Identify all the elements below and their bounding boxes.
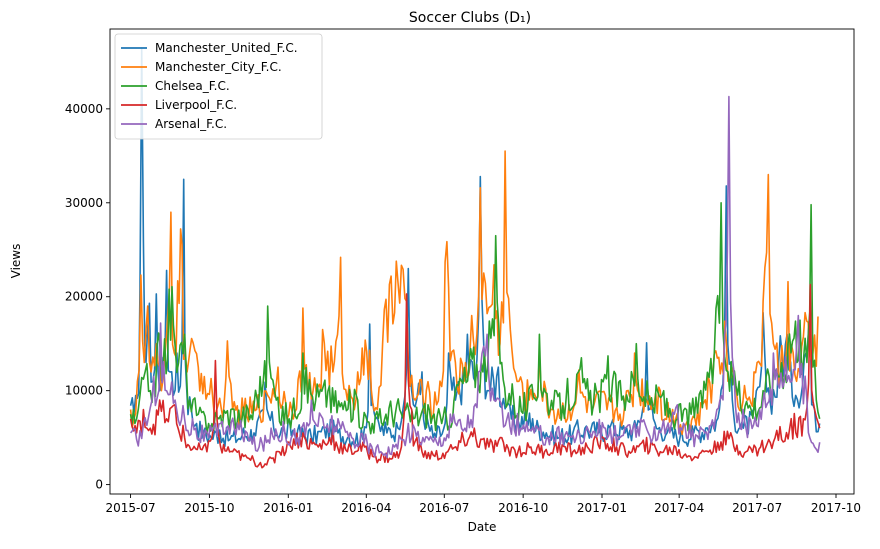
x-tick-label: 2015-07 bbox=[106, 501, 156, 515]
legend-label: Manchester_United_F.C. bbox=[155, 41, 298, 55]
legend-label: Manchester_City_F.C. bbox=[155, 60, 282, 74]
y-axis-label: Views bbox=[9, 244, 23, 279]
legend-label: Chelsea_F.C. bbox=[155, 79, 230, 93]
x-tick-label: 2016-01 bbox=[263, 501, 313, 515]
legend-box bbox=[114, 33, 323, 140]
x-axis: 2015-07 2015-10 2016-01 2016-04 2016-07 2016-… bbox=[106, 494, 861, 515]
y-tick-label: 30000 bbox=[65, 196, 103, 210]
x-tick-label: 2016-07 bbox=[419, 501, 469, 515]
x-tick-label: 2015-10 bbox=[184, 501, 234, 515]
series-line-3 bbox=[129, 283, 821, 469]
series-line-4 bbox=[129, 95, 821, 459]
y-tick-label: 10000 bbox=[65, 384, 103, 398]
series-line-2 bbox=[129, 202, 821, 435]
legend: Manchester_United_F.C. Manchester_City_F.… bbox=[114, 33, 323, 140]
x-tick-label: 2017-04 bbox=[654, 501, 704, 515]
legend-label: Liverpool_F.C. bbox=[155, 98, 237, 112]
legend-label: Arsenal_F.C. bbox=[155, 117, 227, 131]
y-axis: 0 10000 20000 30000 40000 bbox=[65, 102, 110, 492]
x-tick-label: 2016-04 bbox=[341, 501, 391, 515]
x-tick-label: 2017-01 bbox=[577, 501, 627, 515]
plot-frame bbox=[109, 28, 855, 495]
y-tick-label: 40000 bbox=[65, 102, 103, 116]
chart-title: Soccer Clubs (D₁) bbox=[409, 10, 531, 26]
y-tick-label: 0 bbox=[95, 478, 103, 492]
series-line-1 bbox=[129, 150, 819, 436]
series-layer bbox=[129, 47, 821, 469]
y-tick-label: 20000 bbox=[65, 290, 103, 304]
x-tick-label: 2017-10 bbox=[811, 501, 861, 515]
x-axis-label: Date bbox=[468, 520, 497, 534]
x-tick-label: 2017-07 bbox=[732, 501, 782, 515]
x-tick-label: 2016-10 bbox=[498, 501, 548, 515]
